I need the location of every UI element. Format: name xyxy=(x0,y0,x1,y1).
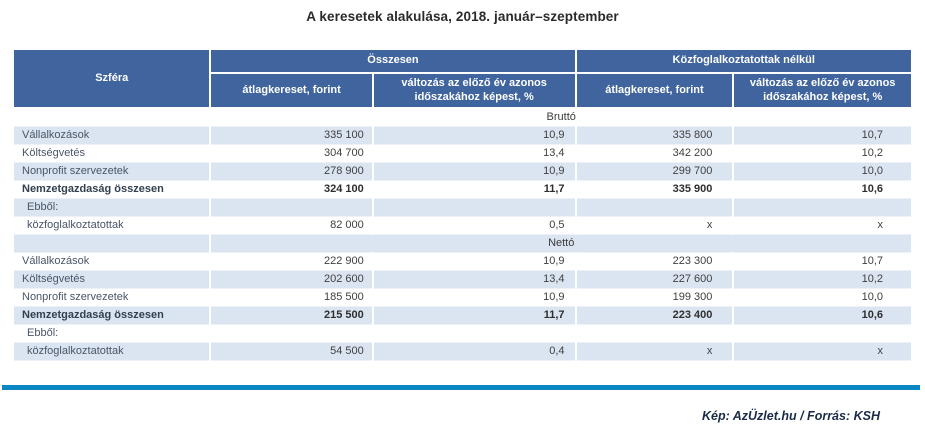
section-label: Nettó xyxy=(210,234,911,253)
column-header-atlagkereset-osszesen: átlagkereset, forint xyxy=(210,72,374,109)
table-row: közfoglalkoztatottak 82 000 0,5 x x xyxy=(14,216,911,235)
cell-value: 13,4 xyxy=(372,144,577,163)
cell-value: 54 500 xyxy=(210,342,374,361)
column-group-osszesen: Összesen xyxy=(209,48,577,74)
cell-value: 10,2 xyxy=(733,270,911,289)
cell-value xyxy=(372,198,577,217)
row-label: Vállalkozások xyxy=(14,252,212,271)
cell-value: 10,6 xyxy=(733,306,911,325)
row-label: Nemzetgazdaság összesen xyxy=(14,306,212,325)
section-header-row: Nettó xyxy=(14,234,911,253)
cell-value: x xyxy=(575,342,735,361)
row-label: közfoglalkoztatottak xyxy=(14,216,212,235)
cell-value xyxy=(210,324,374,343)
row-label: Nonprofit szervezetek xyxy=(14,162,212,181)
header-sub-row: átlagkereset, forint változás az előző é… xyxy=(14,72,911,109)
row-label: Ebből: xyxy=(14,324,212,343)
section-empty-cell xyxy=(14,108,212,127)
cell-value: 304 700 xyxy=(210,144,374,163)
cell-value: 10,0 xyxy=(733,162,911,181)
table-row: Ebből: xyxy=(14,324,911,343)
section-header-row: Bruttó xyxy=(14,108,911,127)
table-row: Költségvetés 202 600 13,4 227 600 10,2 xyxy=(14,270,911,289)
cell-value: 299 700 xyxy=(575,162,735,181)
column-group-kozfoglalkoztatottak-nelkul: Közfoglalkoztatottak nélkül xyxy=(574,48,911,74)
cell-value xyxy=(575,324,735,343)
cell-value: 185 500 xyxy=(210,288,374,307)
row-label: Költségvetés xyxy=(14,270,212,289)
section-label: Bruttó xyxy=(210,108,911,127)
cell-value: 335 900 xyxy=(575,180,735,199)
cell-value: 10,9 xyxy=(372,162,577,181)
cell-value: 222 900 xyxy=(210,252,374,271)
credit-text: Kép: AzÜzlet.hu / Forrás: KSH xyxy=(701,409,880,423)
cell-value: 11,7 xyxy=(372,306,577,325)
table-row: Költségvetés 304 700 13,4 342 200 10,2 xyxy=(14,144,911,163)
cell-value: x xyxy=(733,342,911,361)
cell-value: 227 600 xyxy=(575,270,735,289)
cell-value: 10,7 xyxy=(733,126,911,145)
divider-rule xyxy=(2,385,920,390)
cell-value: x xyxy=(733,216,911,235)
row-label: Nemzetgazdaság összesen xyxy=(14,180,212,199)
row-label: Költségvetés xyxy=(14,144,212,163)
cell-value: 0,5 xyxy=(372,216,577,235)
cell-value: 82 000 xyxy=(210,216,374,235)
cell-value xyxy=(733,198,911,217)
cell-value: 13,4 xyxy=(372,270,577,289)
cell-value: 10,6 xyxy=(733,180,911,199)
table-row: Vállalkozások 335 100 10,9 335 800 10,7 xyxy=(14,126,911,145)
cell-value: 202 600 xyxy=(210,270,374,289)
cell-value xyxy=(210,198,374,217)
cell-value: 342 200 xyxy=(575,144,735,163)
cell-value xyxy=(733,324,911,343)
cell-value: 223 400 xyxy=(575,306,735,325)
column-header-valtozas-kn: változás az előző év azonos időszakához … xyxy=(732,72,911,109)
cell-value: 335 100 xyxy=(210,126,374,145)
cell-value: 10,9 xyxy=(372,252,577,271)
table-row: Vállalkozások 222 900 10,9 223 300 10,7 xyxy=(14,252,911,271)
cell-value: 11,7 xyxy=(372,180,577,199)
column-header-szfera: Szféra xyxy=(14,48,212,109)
cell-value: 10,2 xyxy=(733,144,911,163)
cell-value: 0,4 xyxy=(372,342,577,361)
table-row: Nemzetgazdaság összesen 215 500 11,7 223 40… xyxy=(14,306,911,325)
column-header-valtozas-osszesen: változás az előző év azonos időszakához … xyxy=(371,72,577,109)
cell-value: 10,7 xyxy=(733,252,911,271)
cell-value: 10,9 xyxy=(372,288,577,307)
row-label: Ebből: xyxy=(14,198,212,217)
table-row: Nemzetgazdaság összesen 324 100 11,7 335 90… xyxy=(14,180,911,199)
cell-value: 223 300 xyxy=(575,252,735,271)
table-body: Bruttó Vállalkozások 335 100 10,9 335 800 10,… xyxy=(14,108,911,361)
column-header-atlagkereset-kn: átlagkereset, forint xyxy=(574,72,735,109)
cell-value xyxy=(372,324,577,343)
table-row: Nonprofit szervezetek 278 900 10,9 299 700 1… xyxy=(14,162,911,181)
cell-value: 10,0 xyxy=(733,288,911,307)
page-title: A keresetek alakulása, 2018. január–szep… xyxy=(306,9,619,24)
header-group-row: Szféra Összesen Közfoglalkoztatottak nél… xyxy=(14,48,911,109)
table-row: közfoglalkoztatottak 54 500 0,4 x x xyxy=(14,342,911,361)
cell-value: 278 900 xyxy=(210,162,374,181)
row-label: közfoglalkoztatottak xyxy=(14,342,212,361)
row-label: Vállalkozások xyxy=(14,126,212,145)
cell-value xyxy=(575,198,735,217)
cell-value: 324 100 xyxy=(210,180,374,199)
cell-value: x xyxy=(575,216,735,235)
cell-value: 335 800 xyxy=(575,126,735,145)
earnings-table: Szféra Összesen Közfoglalkoztatottak nél… xyxy=(14,48,911,361)
table-row: Ebből: xyxy=(14,198,911,217)
row-label: Nonprofit szervezetek xyxy=(14,288,212,307)
section-empty-cell xyxy=(14,234,212,253)
table-row: Nonprofit szervezetek 185 500 10,9 199 300 1… xyxy=(14,288,911,307)
cell-value: 10,9 xyxy=(372,126,577,145)
cell-value: 199 300 xyxy=(575,288,735,307)
cell-value: 215 500 xyxy=(210,306,374,325)
